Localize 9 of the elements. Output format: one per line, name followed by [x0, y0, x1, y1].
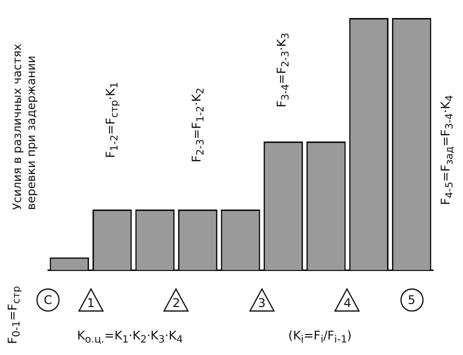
- text: 1: [86, 296, 96, 310]
- text: С: [42, 293, 54, 307]
- text: 2: [172, 296, 182, 310]
- text: K$_{о.ц.}$=K$_{1}$·K$_{2}$·K$_{3}$·K$_{4}$: [77, 328, 183, 346]
- y-axis-title: Усилия в различных частях веревки при задержании: [10, 42, 38, 210]
- text: 5: [406, 293, 416, 307]
- text: 3: [257, 296, 267, 310]
- text: (K$_{i}$=F$_{i}$/F$_{i-1}$): [288, 328, 352, 346]
- text: 4: [342, 296, 352, 310]
